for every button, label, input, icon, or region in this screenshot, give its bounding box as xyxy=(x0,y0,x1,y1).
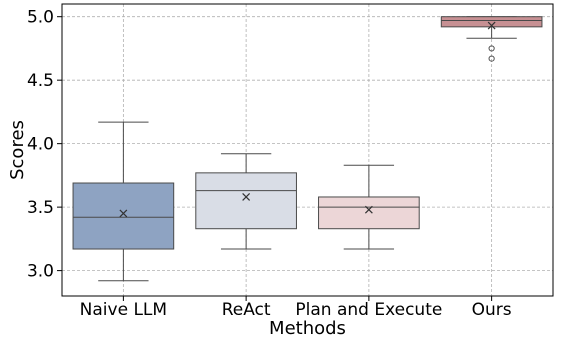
outlier-point xyxy=(488,55,495,62)
y-axis-title: Scores xyxy=(7,120,28,180)
x-tick-label: Plan and Execute xyxy=(295,300,442,320)
box-ours xyxy=(440,16,543,62)
box-naive-llm xyxy=(72,121,175,282)
box-body xyxy=(440,16,543,28)
y-axis-ticks: 3.0 3.5 4.0 4.5 5.0 xyxy=(27,8,62,282)
box-body xyxy=(195,172,297,230)
y-tick-label: 4.0 xyxy=(27,135,54,155)
x-tick-label: ReAct xyxy=(222,300,271,320)
plot-frame xyxy=(61,3,554,297)
x-axis-ticks: Naive LLM ReAct Plan and Execute Ours xyxy=(80,296,512,320)
y-tick-label: 3.5 xyxy=(27,198,54,218)
boxes xyxy=(72,16,543,282)
box-react xyxy=(195,153,297,250)
outlier-point xyxy=(488,45,495,52)
box-plan-and-execute xyxy=(318,164,420,250)
y-tick-label: 5.0 xyxy=(27,8,54,28)
mean-marker xyxy=(364,205,373,214)
x-tick-label: Ours xyxy=(472,300,512,320)
grid-lines xyxy=(62,4,553,296)
y-tick-label: 4.5 xyxy=(27,71,54,91)
mean-marker xyxy=(487,21,496,30)
box-body xyxy=(72,182,175,250)
mean-marker xyxy=(242,193,251,201)
x-axis-title: Methods xyxy=(269,318,346,337)
box-body xyxy=(318,196,420,230)
y-tick-label: 3.0 xyxy=(27,262,54,282)
mean-marker xyxy=(119,209,128,218)
x-tick-label: Naive LLM xyxy=(80,300,167,320)
